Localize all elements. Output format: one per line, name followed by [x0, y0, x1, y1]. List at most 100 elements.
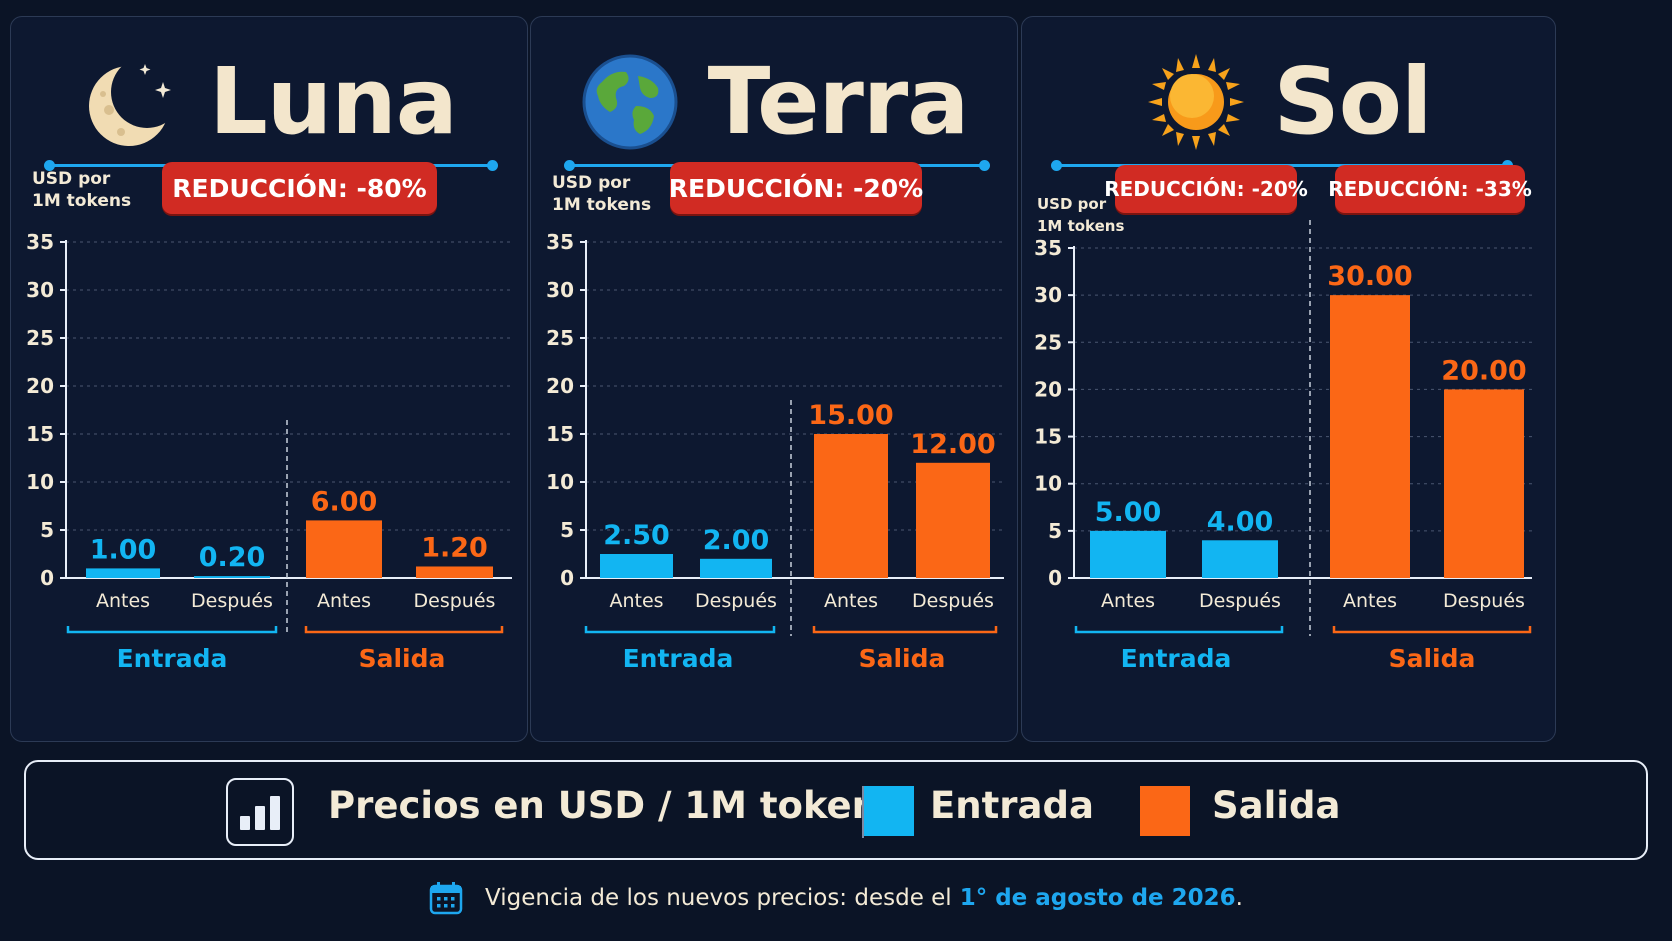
x-tick-label: Antes: [1101, 590, 1155, 612]
bar-value-label: 12.00: [910, 429, 995, 460]
y-tick-label: 20: [26, 374, 54, 398]
y-tick-label: 35: [26, 230, 54, 254]
input-bracket: [1074, 626, 1284, 634]
footer: Vigencia de los nuevos precios: desde el…: [0, 880, 1672, 916]
reduction-badge: REDUCCIÓN: -80%: [162, 162, 437, 214]
bar-value-label: 0.20: [199, 542, 266, 573]
y-tick-label: 20: [546, 374, 574, 398]
y-tick-label: 0: [1048, 566, 1062, 590]
x-tick-label: Después: [695, 590, 777, 612]
y-tick-label: 35: [1034, 236, 1062, 260]
bar-value-label: 5.00: [1095, 497, 1162, 528]
input-bar: [700, 558, 772, 578]
x-tick-label: Antes: [824, 590, 878, 612]
input-bar: [194, 576, 270, 578]
output-bracket: [304, 626, 504, 634]
bar-value-label: 20.00: [1441, 355, 1526, 386]
y-tick-label: 5: [40, 518, 54, 542]
output-bracket: [812, 626, 998, 634]
input-bar: [86, 568, 160, 578]
y-tick-label: 25: [1034, 330, 1062, 354]
panel-title: Sol: [1022, 47, 1555, 157]
legend-swatch-input: [864, 786, 914, 836]
panel-terra: Terra: [530, 16, 1018, 742]
bar-value-label: 2.50: [603, 520, 670, 551]
y-axis-label: 1M tokens: [32, 191, 131, 211]
y-tick-label: 0: [560, 566, 574, 590]
bar-chart-icon: [226, 778, 294, 846]
y-tick-label: 20: [1034, 377, 1062, 401]
y-tick-label: 25: [26, 326, 54, 350]
group-label: Salida: [1389, 644, 1476, 673]
y-tick-label: 10: [26, 470, 54, 494]
y-axis-label: 1M tokens: [1037, 217, 1124, 235]
y-axis-label: USD por: [32, 169, 111, 189]
input-bar: [1090, 530, 1166, 578]
x-tick-label: Antes: [1343, 590, 1397, 612]
x-tick-label: Después: [1199, 590, 1281, 612]
group-label: Entrada: [623, 644, 734, 673]
x-tick-label: Después: [1443, 590, 1525, 612]
bar-value-label: 1.20: [421, 532, 488, 563]
input-bracket: [66, 626, 278, 634]
footer-date: 1° de agosto de 2026: [959, 885, 1236, 911]
reduction-badge: REDUCCIÓN: -20%: [669, 162, 923, 214]
legend-title: Precios en USD / 1M tokens: [328, 784, 901, 827]
bar-value-label: 15.00: [808, 400, 893, 431]
sun-icon: [1147, 54, 1244, 150]
y-tick-label: 15: [26, 422, 54, 446]
y-tick-label: 30: [1034, 283, 1062, 307]
panel-title: Luna: [11, 47, 527, 157]
y-tick-label: 5: [1048, 519, 1062, 543]
output-bar: [814, 434, 888, 578]
panel-title-text: Sol: [1273, 48, 1433, 155]
y-tick-label: 30: [546, 278, 574, 302]
y-tick-label: 10: [546, 470, 574, 494]
x-tick-label: Después: [912, 590, 994, 612]
x-tick-label: Antes: [96, 590, 150, 612]
legend: Precios en USD / 1M tokens Entrada Salid…: [24, 760, 1648, 860]
y-tick-label: 5: [560, 518, 574, 542]
legend-divider: [862, 786, 864, 838]
group-label: Entrada: [1121, 644, 1232, 673]
reduction-badge-input: REDUCCIÓN: -20%: [1104, 165, 1308, 213]
footer-end: .: [1235, 885, 1243, 911]
group-label: Salida: [359, 644, 446, 673]
legend-label-input: Entrada: [930, 784, 1094, 827]
y-tick-label: 35: [546, 230, 574, 254]
footer-text: Vigencia de los nuevos precios: desde el: [485, 885, 952, 911]
panel-luna: Luna: [10, 16, 528, 742]
output-bar: [1330, 295, 1410, 578]
panel-title: Terra: [531, 47, 1017, 157]
x-tick-label: Antes: [609, 590, 663, 612]
earth-globe-icon: [582, 54, 678, 150]
bar-value-label: 6.00: [311, 486, 378, 517]
bar-value-label: 30.00: [1327, 261, 1412, 292]
output-bar: [306, 520, 382, 578]
input-bar: [600, 554, 673, 578]
input-bracket: [584, 626, 776, 634]
bar-value-label: 2.00: [703, 525, 770, 556]
crescent-moon-icon: [89, 64, 172, 146]
output-bar: [1444, 389, 1524, 578]
output-bracket: [1332, 626, 1532, 634]
input-bar: [1202, 540, 1278, 578]
y-tick-label: 25: [546, 326, 574, 350]
calendar-icon: [429, 882, 463, 915]
panel-sol: Sol: [1021, 16, 1556, 742]
y-axis-label: 1M tokens: [552, 195, 651, 215]
x-tick-label: Después: [414, 590, 496, 612]
y-tick-label: 30: [26, 278, 54, 302]
x-tick-label: Después: [191, 590, 273, 612]
group-label: Entrada: [117, 644, 228, 673]
legend-swatch-output: [1140, 786, 1190, 836]
group-label: Salida: [859, 644, 946, 673]
y-tick-label: 15: [1034, 425, 1062, 449]
y-tick-label: 0: [40, 566, 54, 590]
bar-value-label: 4.00: [1207, 506, 1274, 537]
panel-title-text: Terra: [707, 48, 970, 155]
output-bar: [916, 462, 990, 578]
output-bar: [416, 566, 493, 578]
y-tick-label: 10: [1034, 472, 1062, 496]
